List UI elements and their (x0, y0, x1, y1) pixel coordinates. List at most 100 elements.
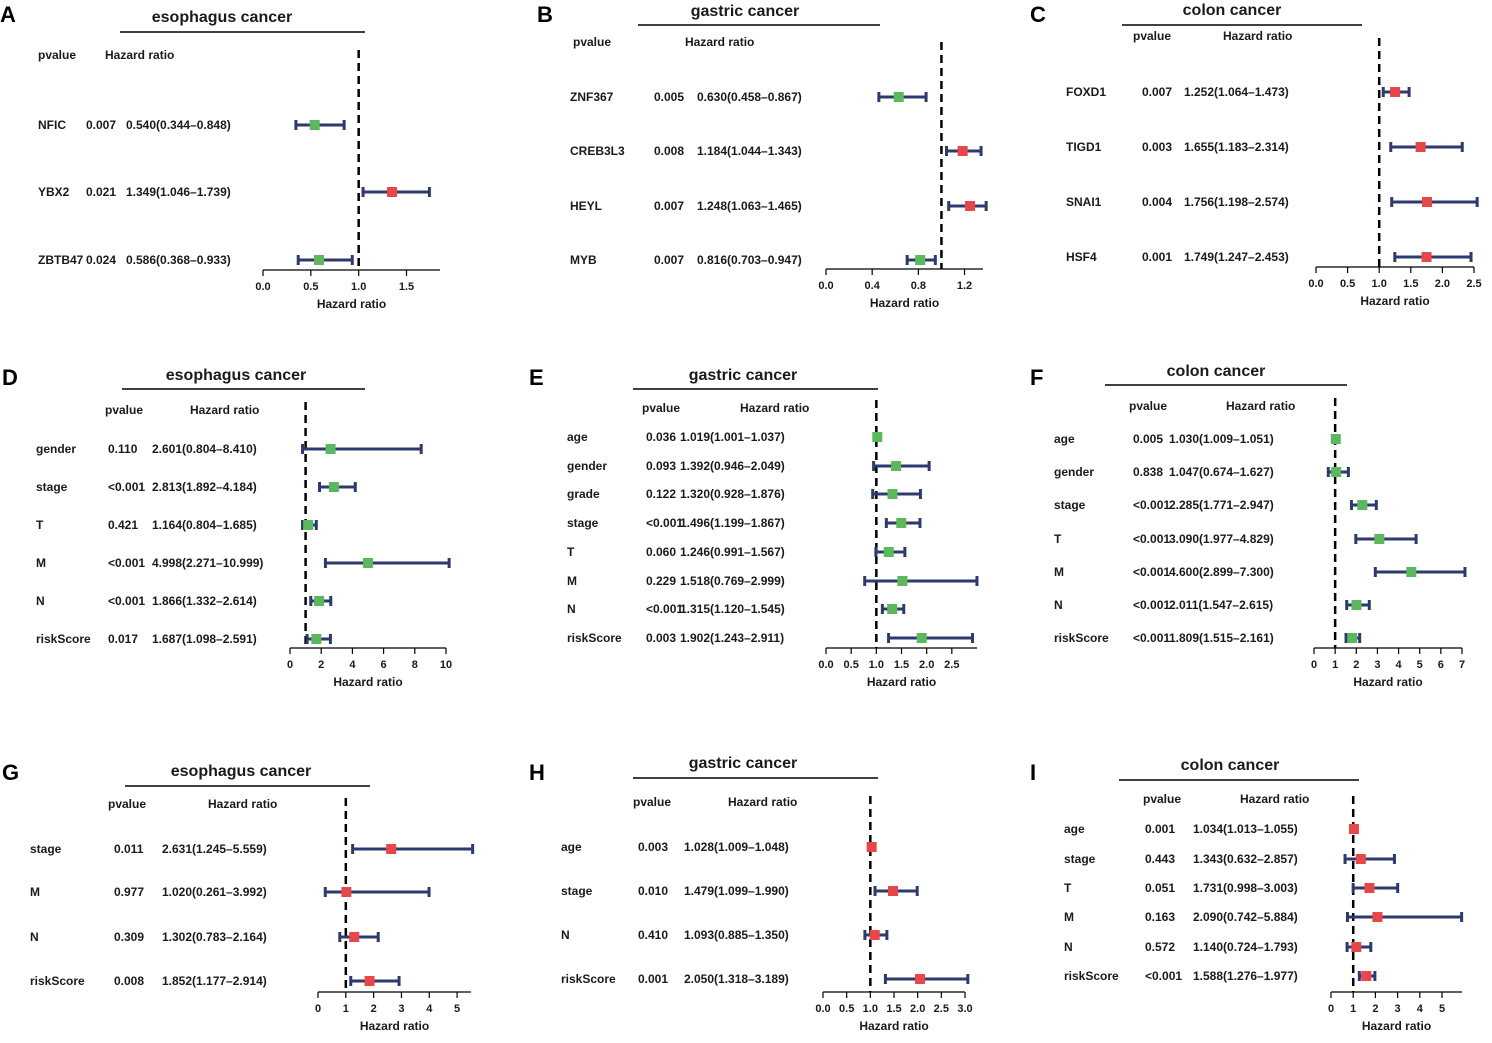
x-tick-label-h-5: 2.5 (934, 1003, 949, 1015)
row-label-i-age: age (1064, 822, 1085, 836)
point-estimate-b-znf367 (893, 92, 904, 102)
x-tick-label-c-4: 2.0 (1435, 278, 1450, 290)
row-pvalue-g-n: 0.309 (114, 930, 144, 944)
point-estimate-g-n (349, 932, 360, 942)
row-pvalue-f-gender: 0.838 (1133, 465, 1163, 479)
row-label-a-ybx2: YBX2 (38, 185, 70, 199)
point-estimate-f-m (1406, 567, 1417, 577)
row-hr-text-d-stage: 2.813(1.892–4.184) (152, 480, 257, 494)
point-estimate-g-riskscore (364, 976, 375, 986)
row-hr-text-i-t: 1.731(0.998–3.003) (1193, 881, 1298, 895)
row-pvalue-f-t: <0.001 (1133, 532, 1170, 546)
x-axis-label-a: Hazard ratio (317, 297, 386, 311)
point-estimate-e-stage (896, 518, 907, 528)
row-label-e-n: N (567, 602, 576, 616)
x-tick-label-b-3: 1.2 (957, 280, 972, 292)
row-pvalue-e-grade: 0.122 (646, 487, 676, 501)
row-label-e-t: T (567, 545, 575, 559)
x-tick-label-e-4: 2.0 (919, 659, 934, 671)
x-tick-label-g-2: 2 (371, 1003, 377, 1015)
row-pvalue-c-snai1: 0.004 (1142, 195, 1172, 209)
panel-letter-f: F (1030, 365, 1043, 390)
point-estimate-c-foxd1 (1390, 87, 1401, 97)
row-hr-text-i-stage: 1.343(0.632–2.857) (1193, 852, 1298, 866)
row-hr-text-h-riskscore: 2.050(1.318–3.189) (684, 972, 789, 986)
point-estimate-d-gender (325, 444, 336, 454)
row-pvalue-d-m: <0.001 (108, 556, 145, 570)
row-hr-text-f-riskscore: 1.809(1.515–2.161) (1169, 631, 1274, 645)
row-pvalue-f-riskscore: <0.001 (1133, 631, 1170, 645)
point-estimate-d-stage (328, 482, 339, 492)
x-tick-label-h-1: 0.5 (839, 1003, 854, 1015)
point-estimate-e-t (883, 547, 894, 557)
x-tick-label-f-6: 6 (1438, 659, 1444, 671)
row-label-b-heyl: HEYL (570, 199, 602, 213)
x-axis-label-d: Hazard ratio (333, 675, 402, 689)
row-pvalue-b-znf367: 0.005 (654, 90, 684, 104)
row-pvalue-b-myb: 0.007 (654, 253, 684, 267)
x-tick-label-d-0: 0 (287, 659, 293, 671)
x-tick-label-a-3: 1.5 (399, 281, 414, 293)
row-hr-text-a-zbtb47: 0.586(0.368–0.933) (126, 253, 231, 267)
point-estimate-g-stage (386, 844, 397, 854)
point-estimate-c-tigd1 (1415, 142, 1426, 152)
point-estimate-i-n (1351, 942, 1362, 952)
point-estimate-e-n (887, 604, 898, 614)
hr-header-b: Hazard ratio (685, 35, 754, 49)
x-tick-label-c-1: 0.5 (1340, 278, 1355, 290)
point-estimate-c-hsf4 (1421, 252, 1432, 262)
row-hr-text-d-n: 1.866(1.332–2.614) (152, 594, 257, 608)
point-estimate-a-ybx2 (387, 187, 398, 197)
row-hr-text-e-m: 1.518(0.769–2.999) (680, 574, 785, 588)
row-hr-text-i-m: 2.090(0.742–5.884) (1193, 910, 1298, 924)
row-hr-text-h-n: 1.093(0.885–1.350) (684, 928, 789, 942)
point-estimate-h-stage (888, 886, 899, 896)
row-hr-text-f-n: 2.011(1.547–2.615) (1169, 598, 1273, 612)
pvalue-header-c: pvalue (1133, 29, 1171, 43)
point-estimate-g-m (341, 887, 352, 897)
row-label-c-tigd1: TIGD1 (1066, 140, 1102, 154)
row-pvalue-a-nfic: 0.007 (86, 118, 116, 132)
row-label-b-creb3l3: CREB3L3 (570, 144, 625, 158)
row-pvalue-c-hsf4: 0.001 (1142, 250, 1172, 264)
x-tick-label-i-4: 4 (1417, 1003, 1424, 1015)
row-label-e-gender: gender (567, 459, 607, 473)
x-tick-label-h-2: 1.0 (863, 1003, 878, 1015)
pvalue-header-b: pvalue (573, 35, 611, 49)
row-pvalue-d-n: <0.001 (108, 594, 145, 608)
row-hr-text-b-znf367: 0.630(0.458–0.867) (697, 90, 802, 104)
row-hr-text-g-riskscore: 1.852(1.177–2.914) (162, 974, 267, 988)
row-label-c-foxd1: FOXD1 (1066, 85, 1106, 99)
row-label-c-snai1: SNAI1 (1066, 195, 1102, 209)
row-label-i-stage: stage (1064, 852, 1096, 866)
x-tick-label-c-5: 2.5 (1466, 278, 1481, 290)
x-tick-label-d-5: 10 (440, 659, 452, 671)
x-tick-label-c-3: 1.5 (1403, 278, 1418, 290)
point-estimate-e-age (872, 432, 883, 442)
row-label-f-riskscore: riskScore (1054, 631, 1109, 645)
panel-title-e: gastric cancer (689, 367, 798, 384)
row-pvalue-h-riskscore: 0.001 (638, 972, 668, 986)
row-label-a-zbtb47: ZBTB47 (38, 253, 84, 267)
point-estimate-b-heyl (965, 201, 976, 211)
point-estimate-b-creb3l3 (957, 146, 968, 156)
point-estimate-e-grade (887, 489, 898, 499)
x-tick-label-d-2: 4 (349, 659, 356, 671)
row-hr-text-e-grade: 1.320(0.928–1.876) (680, 487, 785, 501)
row-label-g-riskscore: riskScore (30, 974, 85, 988)
row-hr-text-b-heyl: 1.248(1.063–1.465) (697, 199, 802, 213)
x-tick-label-b-2: 0.8 (911, 280, 926, 292)
pvalue-header-d: pvalue (105, 403, 143, 417)
x-tick-label-b-1: 0.4 (865, 280, 881, 292)
row-pvalue-i-riskscore: <0.001 (1145, 969, 1182, 983)
row-pvalue-h-n: 0.410 (638, 928, 668, 942)
point-estimate-d-t (303, 520, 314, 530)
row-label-b-myb: MYB (570, 253, 597, 267)
row-pvalue-a-ybx2: 0.021 (86, 185, 116, 199)
x-tick-label-f-0: 0 (1311, 659, 1317, 671)
row-label-h-age: age (561, 840, 582, 854)
x-tick-label-d-4: 8 (412, 659, 418, 671)
x-tick-label-g-0: 0 (315, 1003, 321, 1015)
